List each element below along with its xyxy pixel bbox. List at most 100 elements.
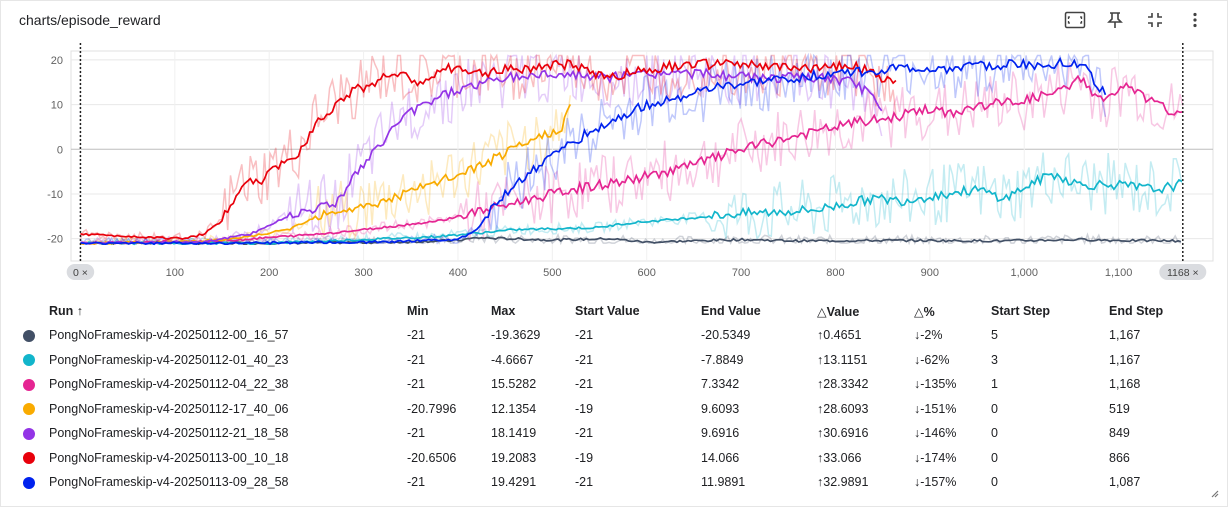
run-min: -21 [407,377,426,392]
run-end-value: 9.6916 [701,426,740,441]
run-color-dot [23,427,35,440]
run-delta-value: ↑30.6916 [817,426,869,441]
table-row[interactable]: PongNoFrameskip-v4-20250113-00_10_18 -20… [15,446,1209,471]
header-end-step[interactable]: End Step [1109,304,1164,318]
run-max: 19.2083 [491,450,537,465]
run-delta-pct: ↓-146% [914,426,957,441]
y-tick-label: 10 [51,100,63,112]
series-line [80,58,897,240]
table-header-row: Run ↑ Min Max Start Value End Value △Val… [15,299,1209,323]
series-line [83,172,1183,246]
run-name: PongNoFrameskip-v4-20250113-09_28_58 [49,475,289,490]
run-color-dot [23,354,35,367]
fullscreen-icon[interactable] [1137,9,1173,31]
header-max[interactable]: Max [491,304,516,318]
run-start-step: 5 [991,328,998,343]
table-row[interactable]: PongNoFrameskip-v4-20250112-04_22_38 -21… [15,372,1209,397]
run-end-value: 14.066 [701,450,740,465]
line-chart[interactable]: -20-100102001002003004005006007008009001… [1,39,1228,291]
run-start-step: 0 [991,450,998,465]
header-start-value[interactable]: Start Value [575,304,640,318]
run-name: PongNoFrameskip-v4-20250112-04_22_38 [49,377,289,392]
header-min[interactable]: Min [407,304,429,318]
run-end-value: 7.3342 [701,377,740,392]
run-start-step: 0 [991,475,998,490]
run-start-value: -19 [575,401,594,416]
x-tick-label: 100 [166,267,184,279]
run-color-dot [23,329,35,342]
table-row[interactable]: PongNoFrameskip-v4-20250112-00_16_57 -21… [15,323,1209,348]
run-delta-pct: ↓-2% [914,328,943,343]
range-marker-chip [1159,264,1207,280]
header-start-step[interactable]: Start Step [991,304,1051,318]
run-min: -21 [407,426,426,441]
run-delta-pct: ↓-157% [914,475,957,490]
run-color-cell [15,348,49,373]
run-end-value: 11.9891 [701,475,746,490]
run-delta-value: ↑13.1151 [817,352,868,367]
resize-handle-icon[interactable] [1209,488,1219,498]
run-start-step: 0 [991,426,998,441]
x-tick-label: 800 [826,267,844,279]
run-end-step: 1,167 [1109,352,1141,367]
table-row[interactable]: PongNoFrameskip-v4-20250113-09_28_58 -21… [15,470,1209,495]
run-delta-value: ↑33.066 [817,450,862,465]
header-delta-pct[interactable]: △% [914,304,935,319]
run-delta-value: ↑32.9891 [817,475,869,490]
fit-to-data-icon[interactable] [1057,9,1093,31]
run-color-cell [15,421,49,446]
run-name: PongNoFrameskip-v4-20250112-01_40_23 [49,352,289,367]
run-end-step: 519 [1109,401,1130,416]
header-run[interactable]: Run ↑ [49,304,84,318]
x-tick-label: 900 [921,267,939,279]
run-name: PongNoFrameskip-v4-20250112-00_16_57 [49,328,289,343]
run-end-value: 9.6093 [701,401,740,416]
run-end-value: -20.5349 [701,328,751,343]
table-row[interactable]: PongNoFrameskip-v4-20250112-01_40_23 -21… [15,348,1209,373]
table-row[interactable]: PongNoFrameskip-v4-20250112-17_40_06 -20… [15,397,1209,422]
x-tick-label: 1,000 [1010,267,1038,279]
header-delta-value[interactable]: △Value [817,304,860,319]
x-tick-label: 400 [449,267,467,279]
run-delta-pct: ↓-135% [914,377,957,392]
run-color-cell [15,470,49,495]
smoothed-series-group [80,56,1183,246]
run-max: 12.1354 [491,401,537,416]
run-max: 19.4291 [491,475,537,490]
run-max: 15.5282 [491,377,537,392]
x-tick-label: 500 [543,267,561,279]
run-color-dot [23,378,35,391]
run-end-step: 849 [1109,426,1130,441]
run-color-cell [15,323,49,348]
run-start-step: 0 [991,401,998,416]
run-max: -19.3629 [491,328,541,343]
run-delta-pct: ↓-151% [914,401,957,416]
run-start-step: 1 [991,377,998,392]
chart-toolbar [1057,9,1213,31]
range-marker-label: 0 × [73,267,88,279]
run-start-step: 3 [991,352,998,367]
header-end-value[interactable]: End Value [701,304,761,318]
run-delta-value: ↑28.3342 [817,377,869,392]
x-tick-label: 300 [354,267,372,279]
run-min: -21 [407,328,426,343]
run-min: -20.7996 [407,401,457,416]
run-min: -21 [407,475,426,490]
run-color-dot [23,403,35,416]
table-row[interactable]: PongNoFrameskip-v4-20250112-21_18_58 -21… [15,421,1209,446]
run-color-cell [15,446,49,471]
run-min: -21 [407,352,426,367]
more-vert-icon[interactable] [1177,9,1213,31]
run-color-dot [23,476,35,489]
run-end-step: 1,168 [1109,377,1141,392]
run-color-dot [23,452,35,465]
x-tick-label: 700 [732,267,750,279]
run-max: 18.1419 [491,426,537,441]
plot-frame [70,50,1214,262]
run-delta-value: ↑28.6093 [817,401,869,416]
run-name: PongNoFrameskip-v4-20250112-21_18_58 [49,426,289,441]
runs-table: Run ↑ Min Max Start Value End Value △Val… [15,299,1209,495]
pin-icon[interactable] [1097,9,1133,31]
series-line [81,74,1183,245]
